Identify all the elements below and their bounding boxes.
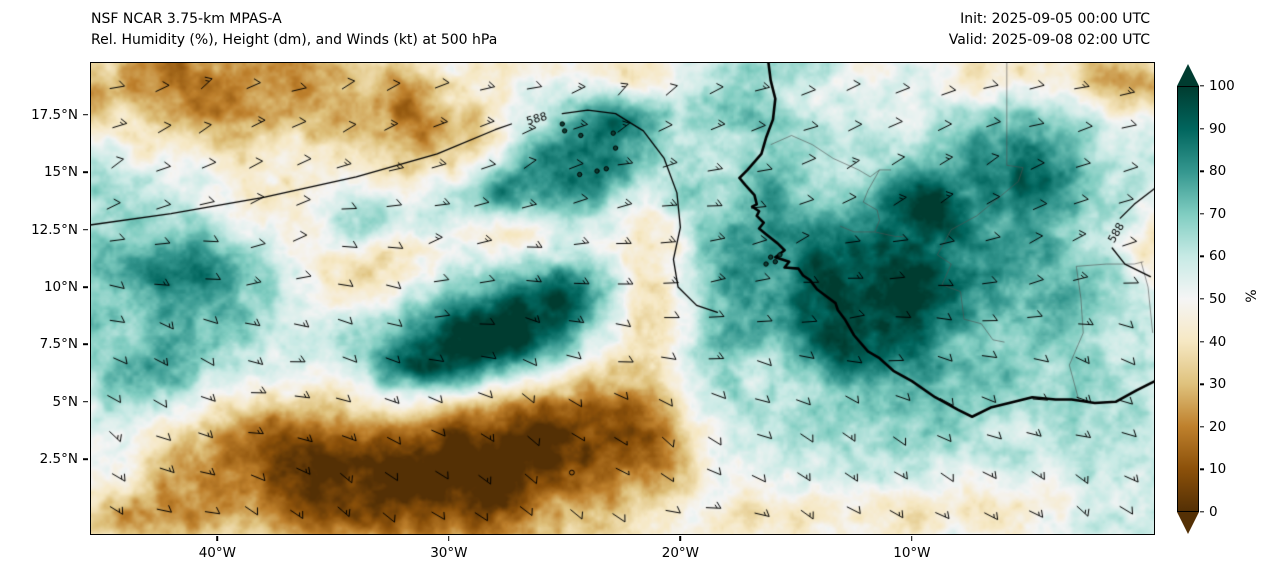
y-axis-tick-label: 12.5°N: [31, 221, 78, 238]
colorbar-gradient: [1177, 86, 1199, 512]
colorbar-tick-mark: [1200, 213, 1204, 215]
figure-header-left: NSF NCAR 3.75-km MPAS-A Rel. Humidity (%…: [91, 9, 497, 51]
figure-header-right: Init: 2025-09-05 00:00 UTC Valid: 2025-0…: [949, 9, 1150, 51]
y-axis-tick-label: 10°N: [43, 279, 78, 296]
y-axis-tick-mark: [83, 228, 88, 231]
colorbar-tick-mark: [1200, 426, 1204, 428]
colorbar-unit-label: %: [1241, 289, 1258, 303]
colorbar-tick-label: 0: [1209, 504, 1218, 520]
x-axis-tick-mark: [911, 536, 913, 541]
colorbar-tick-label: 80: [1209, 163, 1227, 180]
colorbar-tick-mark: [1200, 383, 1204, 385]
y-axis-tick-label: 7.5°N: [39, 336, 78, 353]
y-axis-tick-label: 17.5°N: [31, 106, 78, 123]
map-plot-area: 17.5°N 15°N 12.5°N 10°N 7.5°N 5°N 2.5°N 40°W 30°…: [31, 62, 1155, 561]
y-axis-tick-mark: [83, 401, 88, 403]
colorbar-top-arrow: [1177, 64, 1199, 86]
model-title: NSF NCAR 3.75-km MPAS-A: [91, 11, 282, 27]
x-axis-tick-mark: [679, 536, 682, 541]
x-axis-tick-label: 20°W: [661, 545, 700, 561]
colorbar-tick-mark: [1200, 511, 1204, 513]
x-axis-tick-label: 40°W: [198, 545, 236, 561]
y-axis-tick-label: 2.5°N: [39, 451, 78, 468]
x-axis-tick-label: 30°W: [430, 545, 468, 561]
y-axis-tick-mark: [83, 343, 88, 346]
colorbar-tick-mark: [1200, 255, 1204, 258]
colorbar-tick-mark: [1200, 170, 1204, 172]
colorbar-tick-mark: [1200, 127, 1204, 130]
y-axis-tick-label: 5°N: [52, 393, 78, 410]
colorbar-tick-label: 30: [1209, 376, 1227, 393]
x-axis-tick-mark: [216, 536, 219, 541]
init-time-label: Init: 2025-09-05 00:00 UTC: [960, 11, 1150, 27]
x-axis-tick-mark: [448, 536, 450, 541]
colorbar-bottom-arrow: [1177, 512, 1199, 534]
colorbar-tick-label: 60: [1209, 248, 1227, 265]
colorbar-tick-label: 10: [1209, 461, 1227, 478]
colorbar-tick-label: 20: [1209, 418, 1227, 435]
colorbar-tick-mark: [1200, 340, 1204, 343]
colorbar-tick-label: 100: [1209, 78, 1235, 94]
y-axis-tick-mark: [83, 171, 88, 173]
y-axis-tick-mark: [83, 114, 88, 116]
valid-time-label: Valid: 2025-09-08 02:00 UTC: [948, 32, 1150, 48]
colorbar-tick-mark: [1200, 298, 1204, 300]
humidity-map-canvas: [90, 62, 1155, 535]
y-axis-tick-mark: [83, 458, 88, 461]
colorbar-tick-mark: [1200, 468, 1204, 471]
y-axis-tick-label: 15°N: [43, 164, 78, 181]
fields-title: Rel. Humidity (%), Height (dm), and Wind…: [91, 32, 498, 48]
colorbar-tick-label: 40: [1209, 333, 1227, 350]
colorbar-tick-label: 50: [1209, 291, 1227, 307]
y-axis-tick-mark: [83, 286, 88, 288]
colorbar-tick-label: 90: [1209, 120, 1227, 137]
x-axis-tick-label: 10°W: [893, 545, 931, 561]
colorbar-tick-mark: [1200, 85, 1204, 87]
colorbar: 0 10 20 30 40 50 60 70 80 90 100: [1177, 64, 1235, 534]
colorbar-tick-label: 70: [1209, 205, 1227, 222]
